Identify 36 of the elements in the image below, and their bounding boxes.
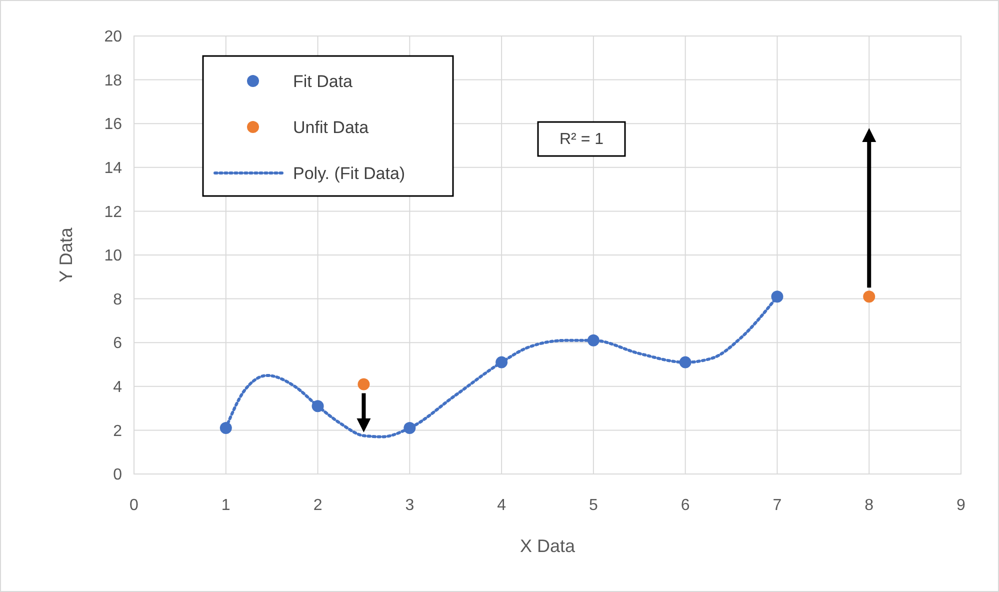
x-tick-label: 6 [680, 497, 690, 514]
x-tick-label: 8 [864, 497, 874, 514]
annotation: R² = 1 [559, 131, 604, 148]
point [404, 422, 416, 434]
x-tick-label: 1 [221, 497, 230, 514]
y-tick-label: 14 [104, 160, 122, 177]
x-tick-label: 7 [772, 497, 782, 514]
x-axis-title: X Data [520, 536, 576, 556]
x-tick-label: 5 [588, 497, 598, 514]
y-tick-label: 10 [104, 248, 122, 265]
point [496, 356, 508, 368]
x-tick-label: 9 [956, 497, 966, 514]
y-tick-label: 2 [113, 422, 122, 440]
point [863, 290, 876, 303]
point [358, 378, 370, 390]
legend-label: Poly. (Fit Data) [293, 164, 406, 183]
x-tick-label: 4 [497, 497, 506, 514]
legend-label: Unfit Data [293, 118, 370, 137]
y-axis-title: Y Data [56, 226, 76, 282]
x-tick-label: 3 [405, 497, 414, 514]
point [312, 400, 324, 412]
x-tick-label: 2 [313, 497, 322, 514]
y-tick-label: 12 [104, 204, 122, 221]
y-tick-label: 18 [104, 72, 122, 90]
point [220, 422, 232, 434]
x-tick-label: 0 [130, 497, 139, 514]
y-tick-label: 0 [113, 466, 122, 484]
point [771, 290, 784, 303]
y-tick-label: 16 [104, 116, 122, 134]
y-tick-label: 6 [113, 335, 122, 352]
y-tick-label: 20 [104, 28, 122, 46]
legend-label: Fit Data [293, 72, 354, 91]
y-tick-label: 4 [113, 379, 122, 396]
point [679, 356, 692, 368]
y-tick-label: 8 [113, 291, 122, 308]
point [587, 334, 600, 346]
